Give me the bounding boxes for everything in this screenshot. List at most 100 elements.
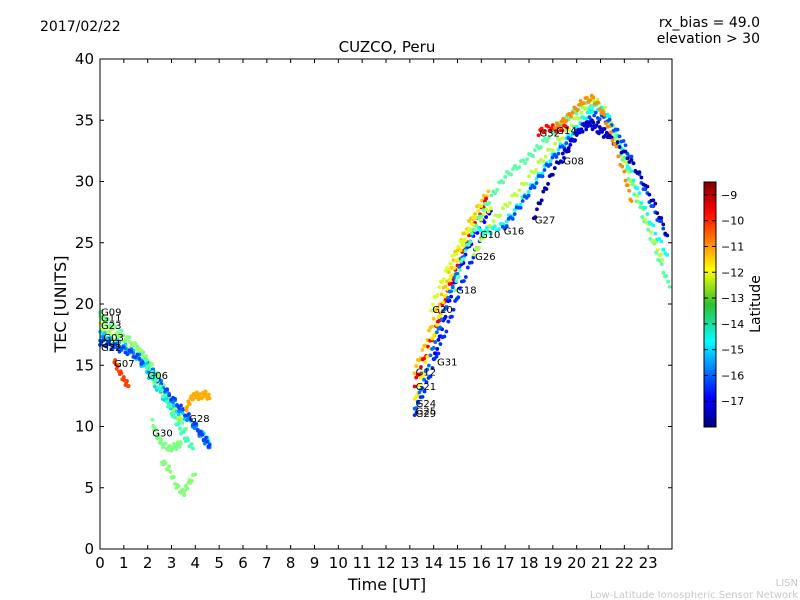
data-point (661, 247, 666, 252)
data-point (472, 252, 477, 257)
series-label-G18: G18 (456, 285, 476, 296)
data-point (661, 270, 666, 275)
data-point (565, 125, 570, 130)
colorbar-tick-label: −9 (721, 189, 737, 202)
data-point (171, 475, 176, 479)
data-point (484, 225, 489, 230)
data-point (518, 205, 523, 210)
data-point (635, 186, 640, 191)
colorbar-tick-label: −10 (721, 215, 744, 228)
data-point (521, 158, 525, 163)
data-point (627, 166, 632, 171)
data-point (607, 117, 612, 122)
data-point (622, 169, 627, 174)
data-point (107, 342, 112, 347)
data-point (492, 224, 497, 229)
data-point (420, 386, 425, 391)
data-point (420, 394, 425, 399)
x-tick-label: 13 (400, 554, 419, 572)
data-point (486, 209, 491, 214)
data-point (482, 220, 487, 224)
data-point (584, 127, 589, 132)
y-tick-label: 0 (84, 540, 94, 558)
data-point (452, 266, 457, 271)
data-point (517, 188, 522, 193)
data-point (448, 261, 453, 266)
colorbar-tick-label: −13 (721, 292, 744, 305)
data-point (615, 140, 620, 145)
data-point (147, 367, 152, 372)
data-point (626, 183, 630, 188)
series-label-G21: G21 (416, 382, 436, 393)
data-point (593, 110, 598, 115)
data-point (542, 129, 547, 133)
data-point (569, 114, 574, 119)
data-point (577, 130, 582, 135)
x-tick-label: 22 (615, 554, 634, 572)
x-tick-label: 2 (143, 554, 153, 572)
data-point (457, 286, 462, 291)
series-G28 (183, 389, 212, 413)
data-point (531, 154, 535, 158)
data-point (417, 383, 422, 388)
data-point (526, 193, 531, 198)
data-point (667, 284, 672, 289)
data-point (111, 345, 116, 350)
x-axis-label: Time [UT] (347, 575, 426, 594)
data-point (457, 265, 461, 270)
data-point (582, 123, 587, 128)
x-tick-label: 3 (167, 554, 177, 572)
data-point (651, 223, 656, 228)
data-point (593, 124, 598, 129)
data-point (430, 324, 434, 329)
data-point (653, 201, 658, 206)
data-point (581, 101, 586, 106)
data-point (186, 438, 191, 443)
data-point (478, 238, 483, 242)
data-point (556, 151, 561, 156)
footer-org-short: LISN (776, 578, 798, 589)
data-point (449, 289, 454, 294)
data-point (424, 380, 429, 385)
series-label-G12: G12 (416, 367, 436, 378)
data-point (587, 120, 592, 125)
data-point (502, 226, 507, 231)
data-point (179, 441, 183, 446)
data-point (173, 396, 177, 401)
data-point (632, 192, 637, 197)
data-point (635, 194, 639, 199)
data-point (457, 268, 462, 273)
data-point (159, 437, 164, 442)
data-point (125, 379, 129, 383)
data-point (533, 215, 538, 220)
series-label-G24: G24 (416, 399, 436, 410)
data-point (455, 271, 460, 276)
data-point (121, 375, 126, 379)
data-point (643, 205, 648, 210)
data-point (446, 319, 451, 324)
data-point (414, 364, 419, 368)
data-point (544, 139, 549, 144)
data-point (591, 95, 596, 100)
data-point (180, 421, 185, 425)
colorbar-tick-label: −16 (721, 369, 744, 382)
series-label-G31: G31 (437, 358, 457, 369)
data-point (577, 102, 581, 107)
data-point (588, 98, 593, 103)
data-point (564, 118, 569, 123)
data-point (513, 163, 517, 168)
series-G14 (553, 93, 634, 204)
data-point (512, 212, 517, 216)
data-point (596, 120, 601, 124)
data-point (488, 206, 493, 211)
date-label: 2017/02/22 (40, 19, 121, 35)
data-point (427, 328, 431, 333)
data-point (602, 112, 607, 117)
data-point (456, 295, 461, 300)
data-point (535, 207, 539, 212)
data-point (430, 302, 435, 307)
data-point (165, 387, 170, 392)
data-point (534, 176, 539, 181)
data-point (179, 417, 183, 422)
data-point (454, 279, 459, 283)
